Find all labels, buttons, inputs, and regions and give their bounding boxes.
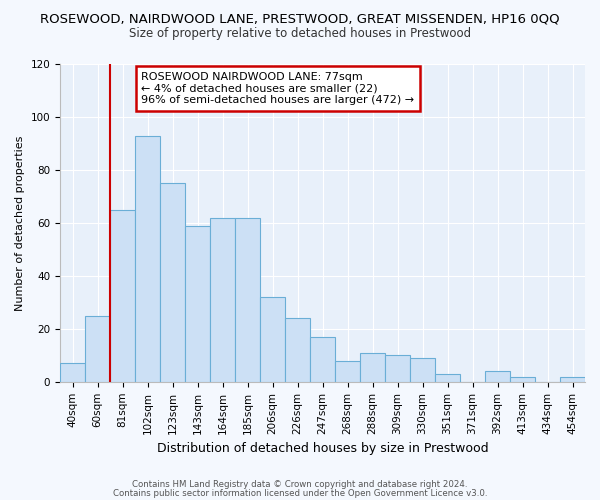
Bar — [235, 218, 260, 382]
Bar — [110, 210, 135, 382]
Bar — [385, 356, 410, 382]
Text: Size of property relative to detached houses in Prestwood: Size of property relative to detached ho… — [129, 28, 471, 40]
Bar — [560, 376, 585, 382]
Text: Contains public sector information licensed under the Open Government Licence v3: Contains public sector information licen… — [113, 488, 487, 498]
Bar — [510, 376, 535, 382]
Bar — [435, 374, 460, 382]
Bar — [285, 318, 310, 382]
Text: ROSEWOOD NAIRDWOOD LANE: 77sqm
← 4% of detached houses are smaller (22)
96% of s: ROSEWOOD NAIRDWOOD LANE: 77sqm ← 4% of d… — [142, 72, 415, 105]
Bar — [135, 136, 160, 382]
Bar — [185, 226, 210, 382]
Bar — [160, 183, 185, 382]
Bar — [410, 358, 435, 382]
Bar — [485, 371, 510, 382]
Bar — [85, 316, 110, 382]
Text: ROSEWOOD, NAIRDWOOD LANE, PRESTWOOD, GREAT MISSENDEN, HP16 0QQ: ROSEWOOD, NAIRDWOOD LANE, PRESTWOOD, GRE… — [40, 12, 560, 26]
Bar — [360, 352, 385, 382]
Bar — [310, 337, 335, 382]
Y-axis label: Number of detached properties: Number of detached properties — [15, 135, 25, 310]
Text: Contains HM Land Registry data © Crown copyright and database right 2024.: Contains HM Land Registry data © Crown c… — [132, 480, 468, 489]
Bar — [335, 360, 360, 382]
X-axis label: Distribution of detached houses by size in Prestwood: Distribution of detached houses by size … — [157, 442, 488, 455]
Bar — [210, 218, 235, 382]
Bar — [60, 364, 85, 382]
Bar — [260, 297, 285, 382]
